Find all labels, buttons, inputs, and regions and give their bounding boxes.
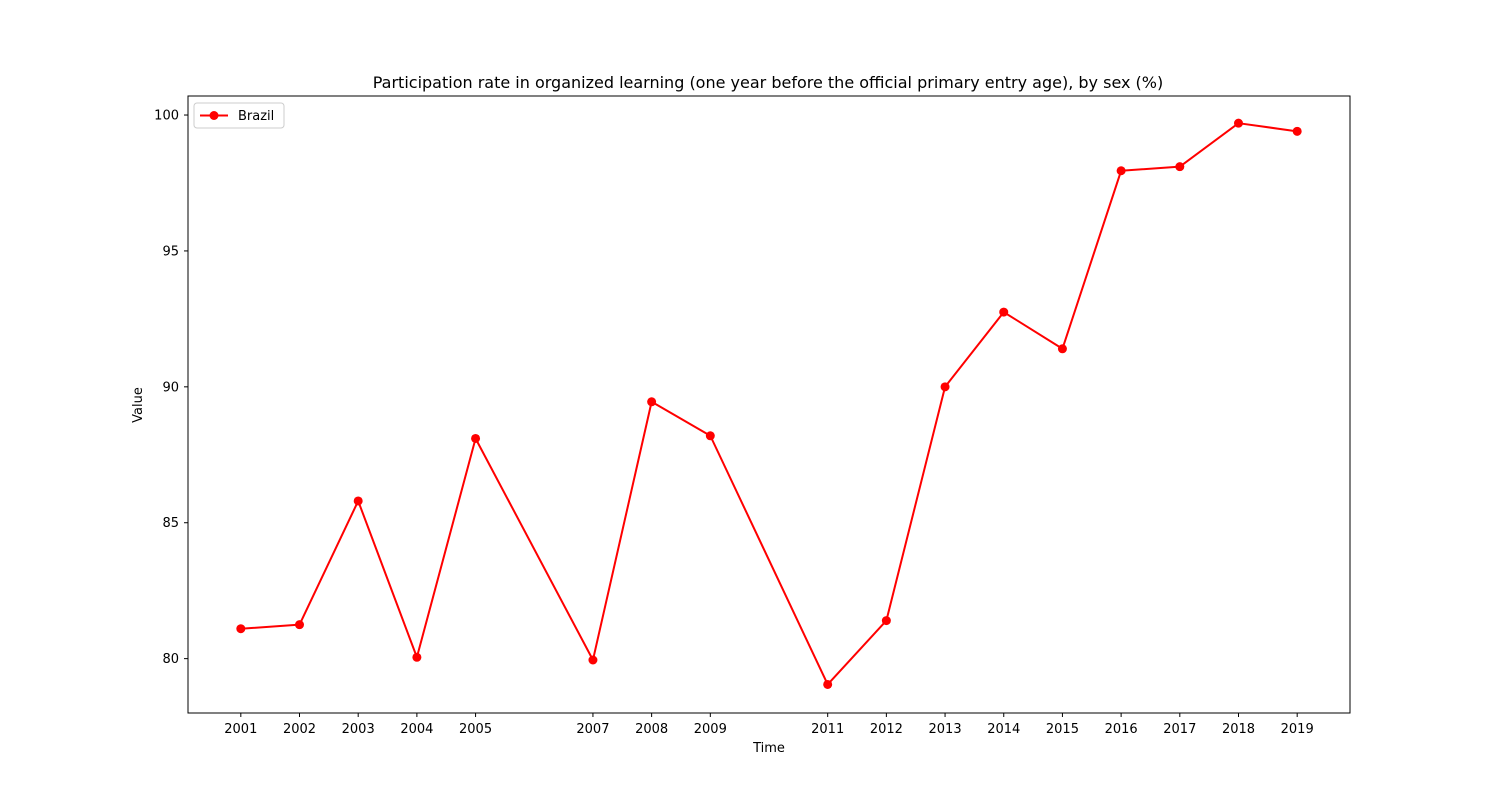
x-tick-label: 2011 bbox=[811, 722, 844, 737]
data-point bbox=[1292, 126, 1302, 136]
x-tick-label: 2014 bbox=[987, 722, 1020, 737]
data-point bbox=[1057, 344, 1067, 354]
y-axis-label: Value bbox=[131, 387, 146, 423]
data-point bbox=[1175, 162, 1185, 172]
x-tick-label: 2002 bbox=[283, 722, 316, 737]
data-point bbox=[705, 431, 715, 441]
x-tick-label: 2018 bbox=[1222, 722, 1255, 737]
data-point bbox=[412, 652, 422, 662]
x-tick-label: 2003 bbox=[342, 722, 375, 737]
data-point bbox=[295, 620, 305, 630]
data-point bbox=[647, 397, 657, 407]
y-tick-label: 90 bbox=[162, 380, 179, 395]
x-tick-label: 2012 bbox=[870, 722, 903, 737]
x-tick-label: 2007 bbox=[576, 722, 609, 737]
x-tick-label: 2013 bbox=[929, 722, 962, 737]
legend-point-marker bbox=[209, 111, 219, 120]
x-tick-label: 2001 bbox=[224, 722, 257, 737]
legend: Brazil bbox=[193, 102, 285, 129]
data-point bbox=[881, 616, 891, 626]
data-point bbox=[236, 624, 246, 634]
data-point bbox=[1233, 118, 1243, 128]
data-point bbox=[1116, 166, 1126, 176]
y-tick-label: 80 bbox=[162, 652, 179, 667]
y-axis: 80 85 90 95 100 bbox=[154, 109, 188, 667]
data-point bbox=[353, 496, 363, 506]
x-tick-label: 2004 bbox=[400, 722, 433, 737]
series-line-brazil bbox=[240, 122, 1298, 686]
chart-title: Participation rate in organized learning… bbox=[373, 73, 1164, 92]
x-tick-label: 2009 bbox=[694, 722, 727, 737]
y-tick-label: 100 bbox=[154, 109, 179, 124]
y-tick-label: 85 bbox=[162, 516, 179, 531]
plot-frame bbox=[187, 95, 1351, 714]
x-axis-label: Time bbox=[752, 741, 785, 756]
x-tick-label: 2008 bbox=[635, 722, 668, 737]
data-point bbox=[471, 433, 481, 443]
legend-box bbox=[193, 102, 285, 129]
x-tick-label: 2016 bbox=[1105, 722, 1138, 737]
data-point bbox=[823, 679, 833, 689]
x-tick-label: 2019 bbox=[1281, 722, 1314, 737]
x-tick-label: 2005 bbox=[459, 722, 492, 737]
legend-label-brazil: Brazil bbox=[238, 109, 274, 124]
x-axis: 2001 2002 2003 2004 2005 2007 2008 2009 2011 2012… bbox=[224, 713, 1314, 737]
data-point bbox=[940, 382, 950, 392]
x-tick-label: 2017 bbox=[1163, 722, 1196, 737]
plot-area bbox=[236, 118, 1302, 689]
data-point bbox=[588, 655, 598, 665]
x-tick-label: 2015 bbox=[1046, 722, 1079, 737]
y-tick-label: 95 bbox=[162, 244, 179, 259]
data-point bbox=[999, 307, 1009, 317]
